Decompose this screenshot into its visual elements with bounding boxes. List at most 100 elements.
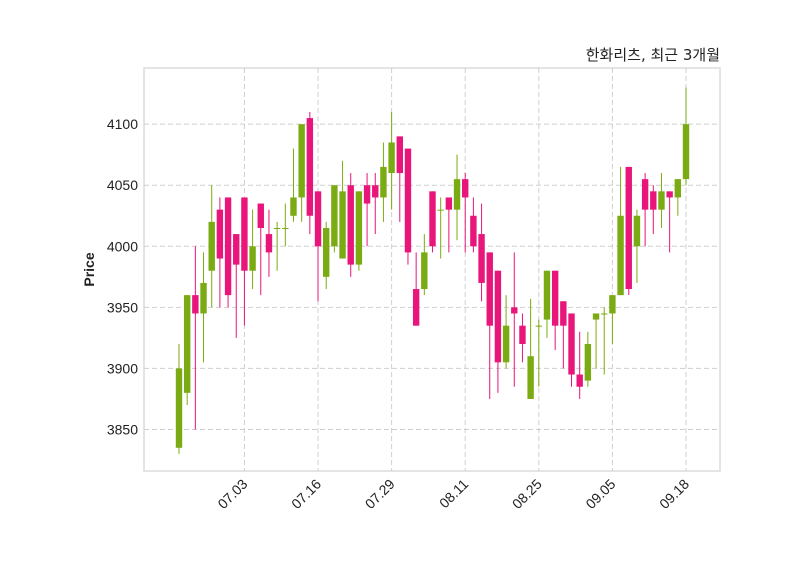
candle [470,197,477,253]
candle-body [682,124,690,180]
candle [666,191,673,253]
candle [535,319,543,387]
candle [396,136,403,222]
candle [412,252,420,326]
candle [388,111,395,210]
candle-body [511,307,518,314]
candle-body [339,191,346,259]
candle-body [617,215,624,296]
candle-body [641,179,649,210]
candle-body [372,185,379,198]
candle [404,148,412,265]
candle [617,166,624,296]
candle-body [560,301,567,326]
candle [282,203,289,247]
candle [592,313,600,369]
candle [265,209,273,277]
candle [633,209,641,283]
candle [322,221,330,290]
candle-body [306,118,314,216]
candle-body [363,185,371,204]
candle [208,185,215,308]
x-tick-label: 07.29 [362,476,398,512]
candle-body [249,246,256,271]
candle-body [437,209,444,211]
y-tick-label: 3950 [107,299,138,315]
candle-body [453,179,461,210]
candle-body [601,313,608,315]
x-tick-label: 08.11 [436,476,472,512]
candle-body [380,166,387,198]
candle-body [355,191,363,265]
y-axis-label: Price [81,252,97,286]
candle-body [282,227,289,229]
candle [543,270,551,338]
candle-body [592,313,600,320]
candle [625,166,632,296]
candle [650,185,657,235]
candle-body [265,234,273,253]
candle-body [445,197,453,210]
candle-body [298,124,305,198]
candle-body [576,374,583,387]
candle [519,313,526,363]
candle [568,313,575,387]
candle-body [535,325,543,327]
y-tick-label: 3850 [107,421,138,437]
candle-body [462,179,469,198]
candle [314,191,322,302]
candle [527,298,534,399]
candle-body [208,221,215,271]
candle [641,173,649,247]
candle-body [233,234,240,265]
x-tick-label: 08.25 [509,476,545,512]
candle [298,124,305,222]
candle [502,295,510,369]
y-tick-label: 4000 [107,238,138,254]
candle [494,270,502,393]
candle-body [674,179,682,198]
candle-body [502,325,510,363]
candle-body [224,197,232,296]
candle [682,87,690,186]
candle-body [347,185,354,265]
candle [249,209,256,290]
candle [355,191,363,271]
candle-body [584,343,592,381]
candle-body [609,295,616,314]
candle [421,234,428,296]
candle-body [192,295,199,314]
candle-body [183,295,191,393]
y-tick-label: 3900 [107,360,138,376]
candle [257,203,264,296]
candle [609,295,616,344]
candle [511,252,518,387]
candle [560,301,567,369]
candle-body [314,191,322,247]
candle-body [290,197,297,216]
candle [429,191,436,253]
candle [306,111,314,235]
candle [233,234,240,338]
candle [437,197,444,259]
candle-body [543,270,551,320]
candle-body [658,191,665,210]
candle [453,154,461,241]
candle-body [478,234,485,283]
candle-body [396,136,403,174]
candle [273,221,281,271]
candle [331,185,338,253]
candle-body [322,227,330,277]
candle [290,148,297,222]
candle [551,270,559,351]
candle-body [494,270,502,363]
candle-body [527,356,534,399]
candle-body [331,185,338,247]
candle-body [650,191,657,210]
candle-body [470,215,477,247]
candle-body [633,215,641,247]
candle-body [241,197,248,271]
y-tick-label: 4100 [107,116,138,132]
x-tick-label: 09.18 [656,476,692,512]
